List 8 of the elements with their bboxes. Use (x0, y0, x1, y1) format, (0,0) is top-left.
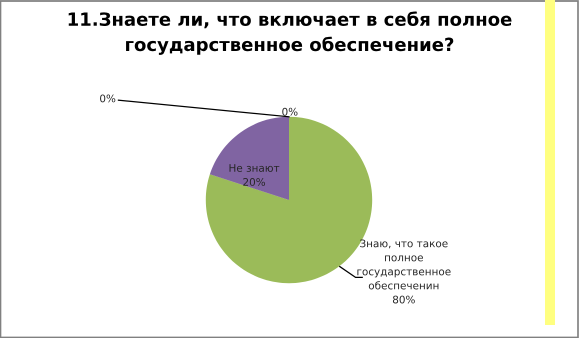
slice-label: Знаю, что такое полное государственное обеспеченин (357, 239, 451, 290)
pie-slice (210, 116, 289, 200)
data-label: 20% (243, 178, 266, 186)
slice-label: Не знают (230, 164, 280, 172)
data-label: 80% (392, 296, 415, 304)
text: 0% (100, 94, 116, 102)
chart-title: 11.Знаете ли, что включает в себя полное государственное обеспечение? (68, 11, 512, 55)
text: 0% (282, 108, 298, 116)
